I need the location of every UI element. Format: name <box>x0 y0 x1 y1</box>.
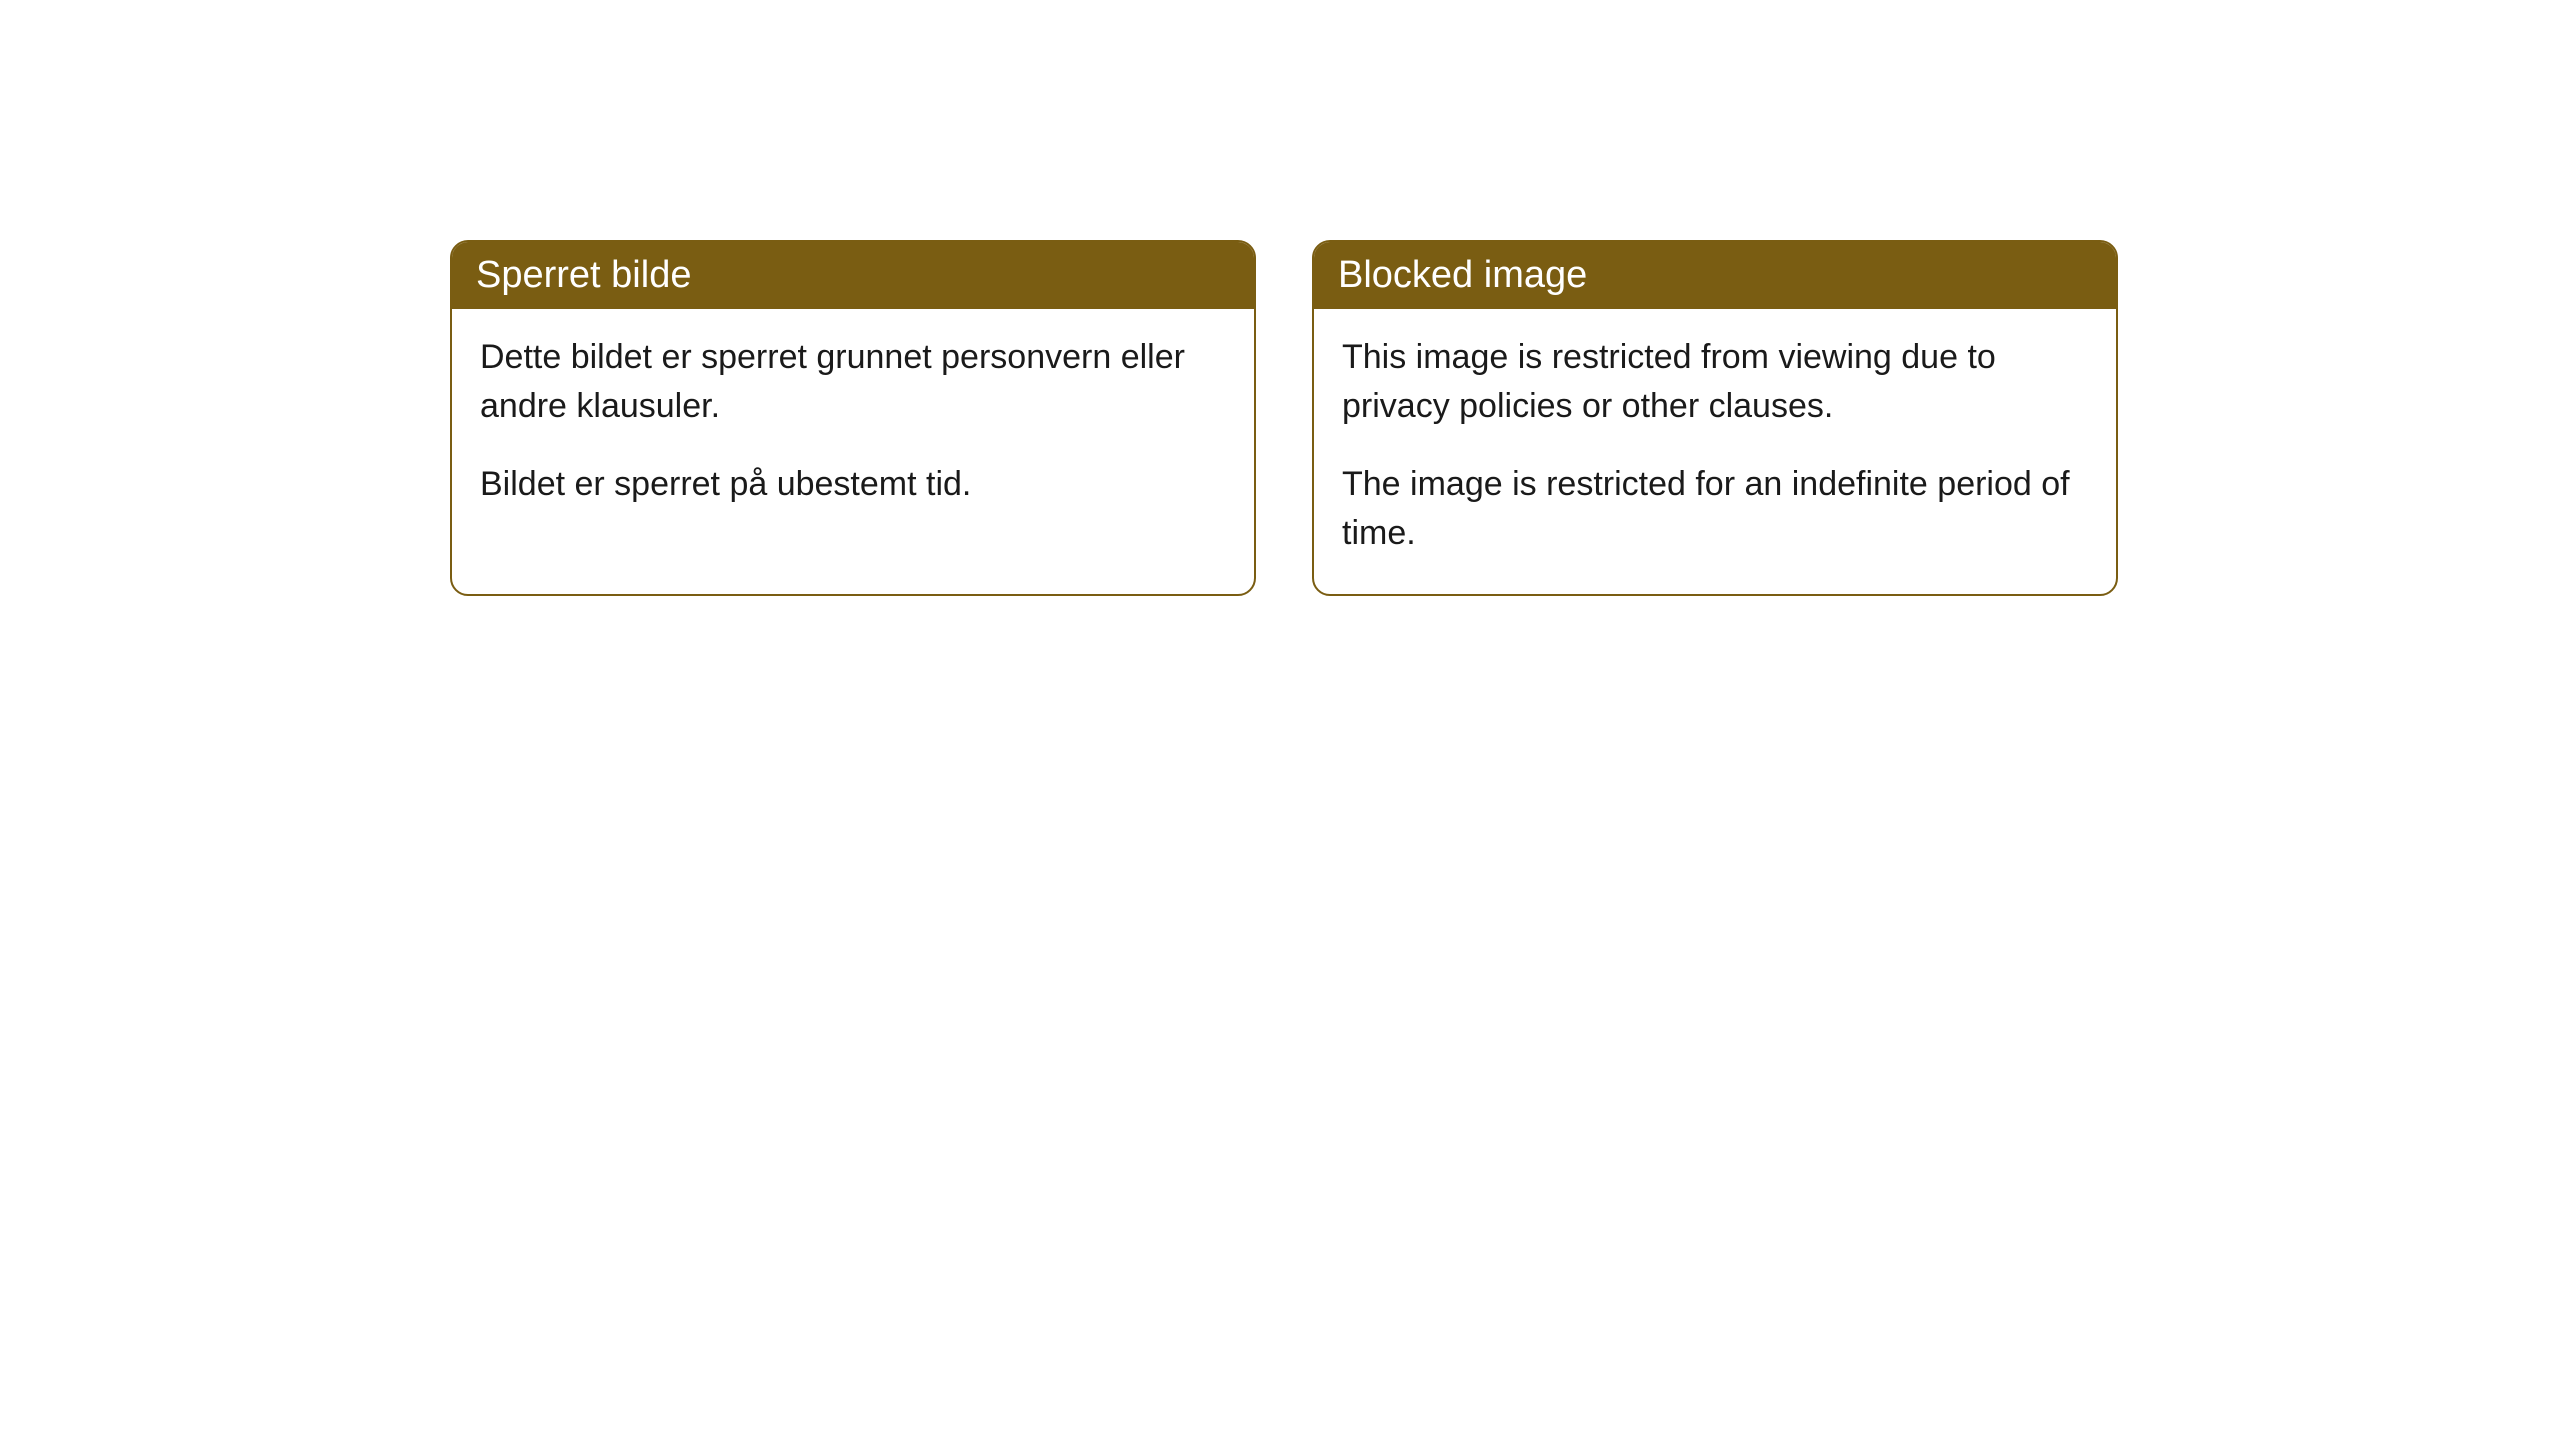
notice-card-english: Blocked image This image is restricted f… <box>1312 240 2118 596</box>
notice-card-norwegian: Sperret bilde Dette bildet er sperret gr… <box>450 240 1256 596</box>
card-paragraph: Dette bildet er sperret grunnet personve… <box>480 333 1226 432</box>
card-paragraph: The image is restricted for an indefinit… <box>1342 460 2088 559</box>
card-header: Blocked image <box>1314 242 2116 309</box>
card-paragraph: This image is restricted from viewing du… <box>1342 333 2088 432</box>
card-body: Dette bildet er sperret grunnet personve… <box>452 309 1254 545</box>
card-header: Sperret bilde <box>452 242 1254 309</box>
notice-container: Sperret bilde Dette bildet er sperret gr… <box>450 240 2118 596</box>
card-body: This image is restricted from viewing du… <box>1314 309 2116 594</box>
card-title: Sperret bilde <box>476 254 691 296</box>
card-paragraph: Bildet er sperret på ubestemt tid. <box>480 460 1226 509</box>
card-title: Blocked image <box>1338 254 1587 296</box>
